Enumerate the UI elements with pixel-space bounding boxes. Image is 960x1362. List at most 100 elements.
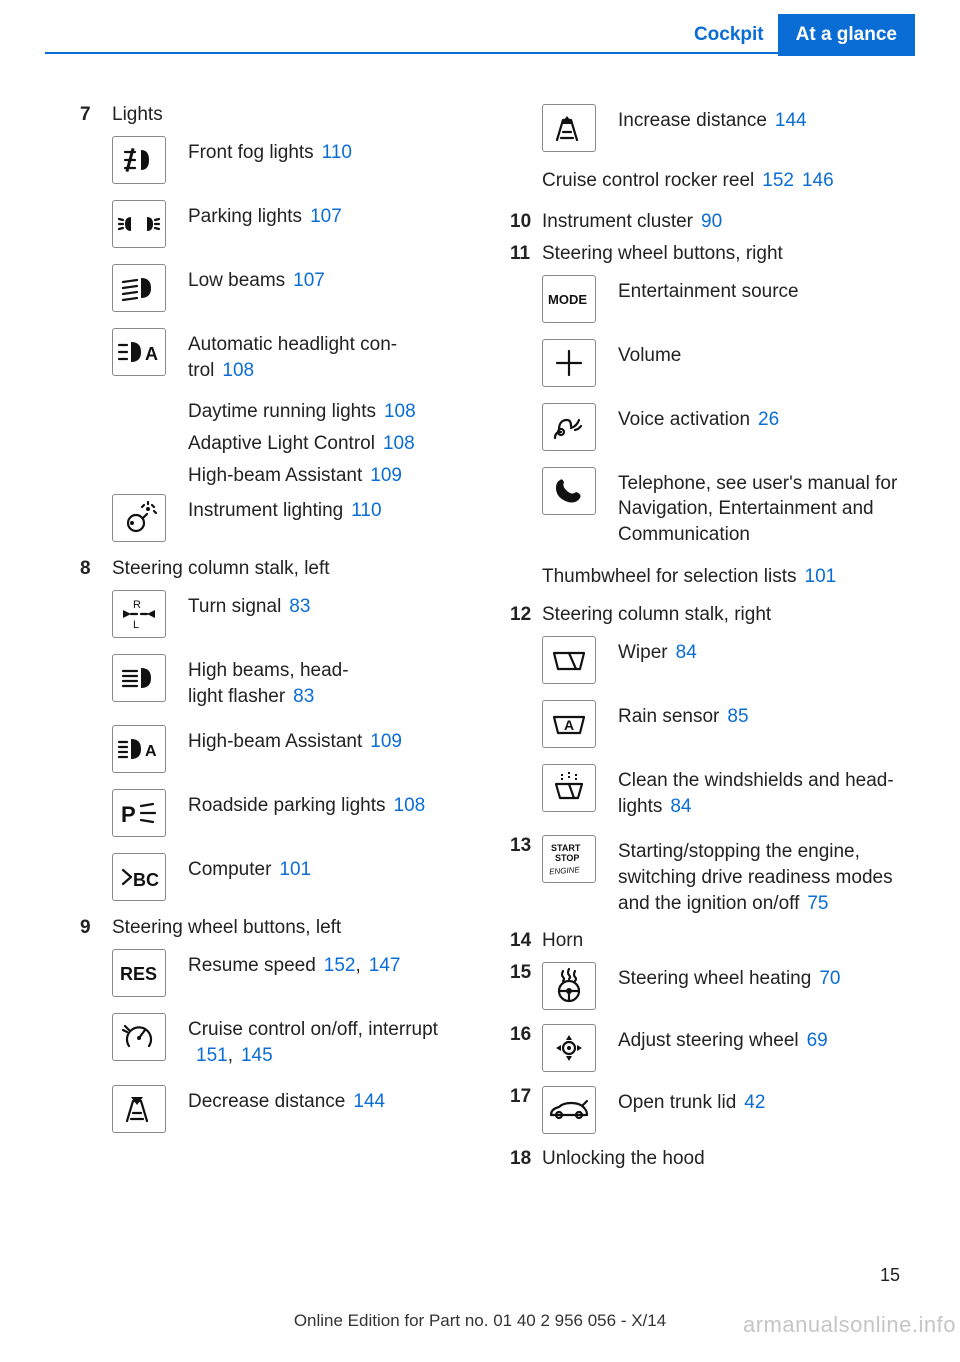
item-row: RES Resume speed152,147 xyxy=(112,949,480,997)
page-ref[interactable]: 101 xyxy=(805,566,837,587)
res-icon: RES xyxy=(112,949,166,997)
item-text: High-beam Assistant109 xyxy=(188,725,402,755)
item-row: BC Computer101 xyxy=(112,853,480,901)
section-title: Steering wheel buttons, right xyxy=(542,243,783,265)
item-row: P Roadside parking lights108 xyxy=(112,789,480,837)
item-row: Adaptive Light Control108 xyxy=(112,431,480,457)
page-ref[interactable]: 108 xyxy=(383,433,415,454)
wheel-heat-icon xyxy=(542,962,596,1010)
item-text: Steering wheel heating70 xyxy=(618,962,840,1010)
item-text: Increase distance144 xyxy=(618,104,807,134)
item-text: Automatic headlight con‐trol108 xyxy=(188,328,397,383)
item-text: Front fog lights110 xyxy=(188,136,352,166)
item-text: Rain sensor85 xyxy=(618,700,749,730)
roadside-parking-icon: P xyxy=(112,789,166,837)
page-ref[interactable]: 75 xyxy=(807,893,828,914)
item-text: Cruise control on/off, interrupt151,145 xyxy=(188,1013,438,1068)
page-ref[interactable]: 152 xyxy=(324,955,356,976)
section-title: Steering wheel buttons, left xyxy=(112,917,341,939)
page-ref[interactable]: 69 xyxy=(807,1030,828,1051)
section-inline: 13 STARTSTOPENGINE Starting/stopping the… xyxy=(510,835,910,916)
main-content: 7Lights Front fog lights110 Parking ligh… xyxy=(0,54,960,1180)
section-header: 12Steering column stalk, right xyxy=(510,604,910,626)
item-row: High beams, head‐light flasher83 xyxy=(112,654,480,709)
section-title: Unlocking the hood xyxy=(542,1148,705,1170)
page-ref[interactable]: 109 xyxy=(370,731,402,752)
clean-wind-icon xyxy=(542,764,596,812)
section-header: 11Steering wheel buttons, right xyxy=(510,243,910,265)
page-ref[interactable]: 144 xyxy=(353,1091,385,1112)
page-ref[interactable]: 152 xyxy=(762,170,794,191)
item-text: Turn signal83 xyxy=(188,590,310,620)
section-number: 8 xyxy=(80,558,112,580)
page-ref[interactable]: 146 xyxy=(802,170,834,191)
item-text: Adjust steering wheel69 xyxy=(618,1024,828,1072)
section-number: 17 xyxy=(510,1086,542,1134)
svg-text:BC: BC xyxy=(133,870,159,890)
item-text: Voice activation26 xyxy=(618,403,779,433)
page-ref[interactable]: 145 xyxy=(241,1045,273,1066)
page-ref[interactable]: 110 xyxy=(351,500,381,521)
section-number: 7 xyxy=(80,104,112,126)
svg-text:ENGINE: ENGINE xyxy=(549,866,581,877)
page-ref[interactable]: 107 xyxy=(293,270,325,291)
watermark: armanualsonline.info xyxy=(743,1312,956,1338)
decrease-distance-icon xyxy=(112,1085,166,1133)
item-row: MODE Entertainment source xyxy=(542,275,910,323)
page-ref[interactable]: 110 xyxy=(322,142,352,163)
page-ref[interactable]: 109 xyxy=(370,465,402,486)
page-ref[interactable]: 107 xyxy=(310,206,342,227)
item-row: Volume xyxy=(542,339,910,387)
high-beams-icon xyxy=(112,654,166,702)
auto-headlight-icon: A xyxy=(112,328,166,376)
page-ref[interactable]: 108 xyxy=(384,401,416,422)
turn-signal-icon: RL xyxy=(112,590,166,638)
section-items: Increase distance144 xyxy=(542,104,910,152)
section-header: 10Instrument cluster90 xyxy=(510,211,910,233)
adjust-wheel-icon xyxy=(542,1024,596,1072)
section-items: Front fog lights110 Parking lights107 Lo… xyxy=(112,136,480,542)
page-header: Cockpit At a glance xyxy=(45,0,915,54)
section-number: 12 xyxy=(510,604,542,626)
hba-icon: A xyxy=(112,725,166,773)
page-ref[interactable]: 108 xyxy=(394,795,426,816)
page-ref[interactable]: 101 xyxy=(279,859,311,880)
page-ref[interactable]: 84 xyxy=(676,642,697,663)
section-header: 9Steering wheel buttons, left xyxy=(80,917,480,939)
svg-text:R: R xyxy=(133,599,141,611)
item-row: Telephone, see user's manual for Navigat… xyxy=(542,467,910,548)
page-ref[interactable]: 108 xyxy=(222,360,254,381)
page-ref[interactable]: 42 xyxy=(744,1092,765,1113)
page-number: 15 xyxy=(880,1265,900,1286)
page-ref[interactable]: 83 xyxy=(289,596,310,617)
section-number: 14 xyxy=(510,930,542,952)
page-ref[interactable]: 84 xyxy=(670,796,691,817)
item-text: Volume xyxy=(618,339,681,369)
wiper-icon xyxy=(542,636,596,684)
item-text: Clean the windshields and head‐lights84 xyxy=(618,764,894,819)
page-ref[interactable]: 85 xyxy=(727,706,748,727)
section-title: Lights xyxy=(112,104,163,126)
svg-text:RES: RES xyxy=(120,964,157,984)
section-title: Steering column stalk, right xyxy=(542,604,771,626)
section-number: 13 xyxy=(510,835,542,916)
right-column: Increase distance144Cruise control rocke… xyxy=(510,104,910,1180)
section-number: 10 xyxy=(510,211,542,233)
page-ref[interactable]: 144 xyxy=(775,110,807,131)
section-header: 8Steering column stalk, left xyxy=(80,558,480,580)
item-text: Open trunk lid42 xyxy=(618,1086,765,1134)
page-ref[interactable]: 151 xyxy=(196,1045,228,1066)
page-ref[interactable]: 83 xyxy=(293,686,314,707)
item-text: Low beams107 xyxy=(188,264,325,294)
item-text: Instrument lighting110 xyxy=(188,494,382,524)
page-ref[interactable]: 70 xyxy=(819,968,840,989)
item-text: Roadside parking lights108 xyxy=(188,789,425,819)
section-tail: Cruise control rocker reel152146 xyxy=(542,168,910,195)
tab-cockpit[interactable]: Cockpit xyxy=(680,14,778,56)
page-ref[interactable]: 90 xyxy=(701,211,722,232)
page-ref[interactable]: 147 xyxy=(369,955,401,976)
page-ref[interactable]: 26 xyxy=(758,409,779,430)
section-items: RL Turn signal83 High beams, head‐light … xyxy=(112,590,480,901)
tab-at-a-glance[interactable]: At a glance xyxy=(778,14,915,56)
item-row: Instrument lighting110 xyxy=(112,494,480,542)
